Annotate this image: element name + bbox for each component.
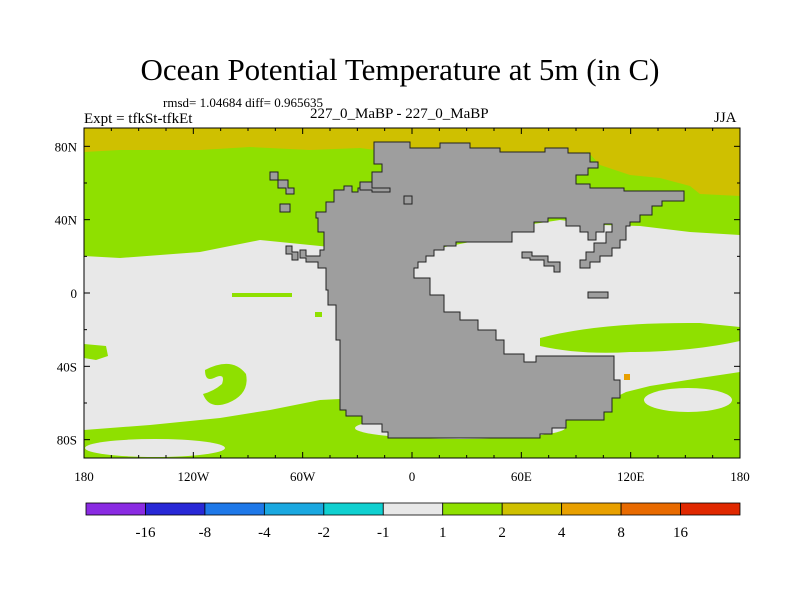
x-tick-label: 180 (730, 469, 750, 484)
land-island-shelf (359, 181, 391, 193)
axis-ticks (83, 128, 741, 458)
y-tick-label: 80N (55, 139, 78, 154)
colorbar: -16 -8 -4 -2 -1 1 2 4 8 16 (85, 502, 741, 541)
colorbar-swatch (561, 502, 622, 516)
colorbar-label: -4 (258, 525, 271, 541)
x-tick-label: 60E (511, 469, 532, 484)
x-tick-label: 0 (409, 469, 416, 484)
ocean-pocket-south-indian (644, 388, 732, 412)
y-tick-label: 80S (57, 433, 77, 448)
land-island-equatorial (587, 291, 609, 299)
colorbar-swatch (442, 502, 503, 516)
colorbar-label: 2 (498, 525, 506, 541)
axis-tick-labels: 180 120W 60W 0 60E 120E 180 80N 40N 0 40S 80S (55, 139, 750, 484)
ocean-pocket-south-pacific (85, 439, 225, 457)
y-tick-label: 40S (57, 359, 77, 374)
green-patch-west-pacific (84, 344, 108, 360)
colorbar-swatch (323, 502, 384, 516)
colorbar-swatch (680, 502, 741, 516)
y-tick-label: 40N (55, 213, 78, 228)
x-tick-label: 120W (177, 469, 210, 484)
colorbar-label: -2 (318, 525, 331, 541)
plot-title: Ocean Potential Temperature at 5m (in C) (140, 52, 660, 87)
colorbar-swatch (204, 502, 265, 516)
colorbar-label: -8 (199, 525, 212, 541)
colorbar-swatch (501, 502, 563, 516)
land-island-north (269, 171, 295, 195)
land-supercontinent (299, 141, 685, 439)
green-dot-equatorial (315, 312, 322, 317)
land-island-northwest (279, 203, 291, 213)
orange-dot-indian (624, 374, 630, 380)
green-band-southern-indian (540, 322, 740, 353)
land-island-east-chain (521, 251, 561, 273)
map-field (84, 128, 740, 458)
green-strip-equatorial (232, 293, 292, 297)
colorbar-label: -16 (135, 525, 155, 541)
x-tick-label: 120E (617, 469, 645, 484)
colorbar-label: 4 (558, 525, 566, 541)
green-patch-southwest-pacific (203, 363, 247, 406)
high-latitude-band-2-4 (84, 128, 740, 196)
experiment-label: Expt = tfkSt-tfkEt (84, 111, 193, 127)
y-tick-label: 0 (71, 286, 78, 301)
colorbar-swatch (85, 502, 146, 516)
land-island-west (285, 245, 299, 261)
colorbar-swatch (382, 502, 444, 516)
colorbar-label: 1 (439, 525, 447, 541)
colorbar-label: 8 (617, 525, 625, 541)
colorbar-swatch (263, 502, 325, 516)
season-label: JJA (714, 110, 737, 126)
colorbar-swatch (145, 502, 206, 516)
land-island-small (403, 195, 413, 205)
stats-label: rmsd= 1.04684 diff= 0.965635 (163, 95, 323, 110)
colorbar-swatch (620, 502, 681, 516)
colorbar-label: -1 (377, 525, 390, 541)
x-tick-label: 60W (290, 469, 316, 484)
center-label: 227_0_MaBP - 227_0_MaBP (310, 106, 489, 122)
colorbar-label: 16 (673, 525, 689, 541)
x-tick-label: 180 (74, 469, 94, 484)
